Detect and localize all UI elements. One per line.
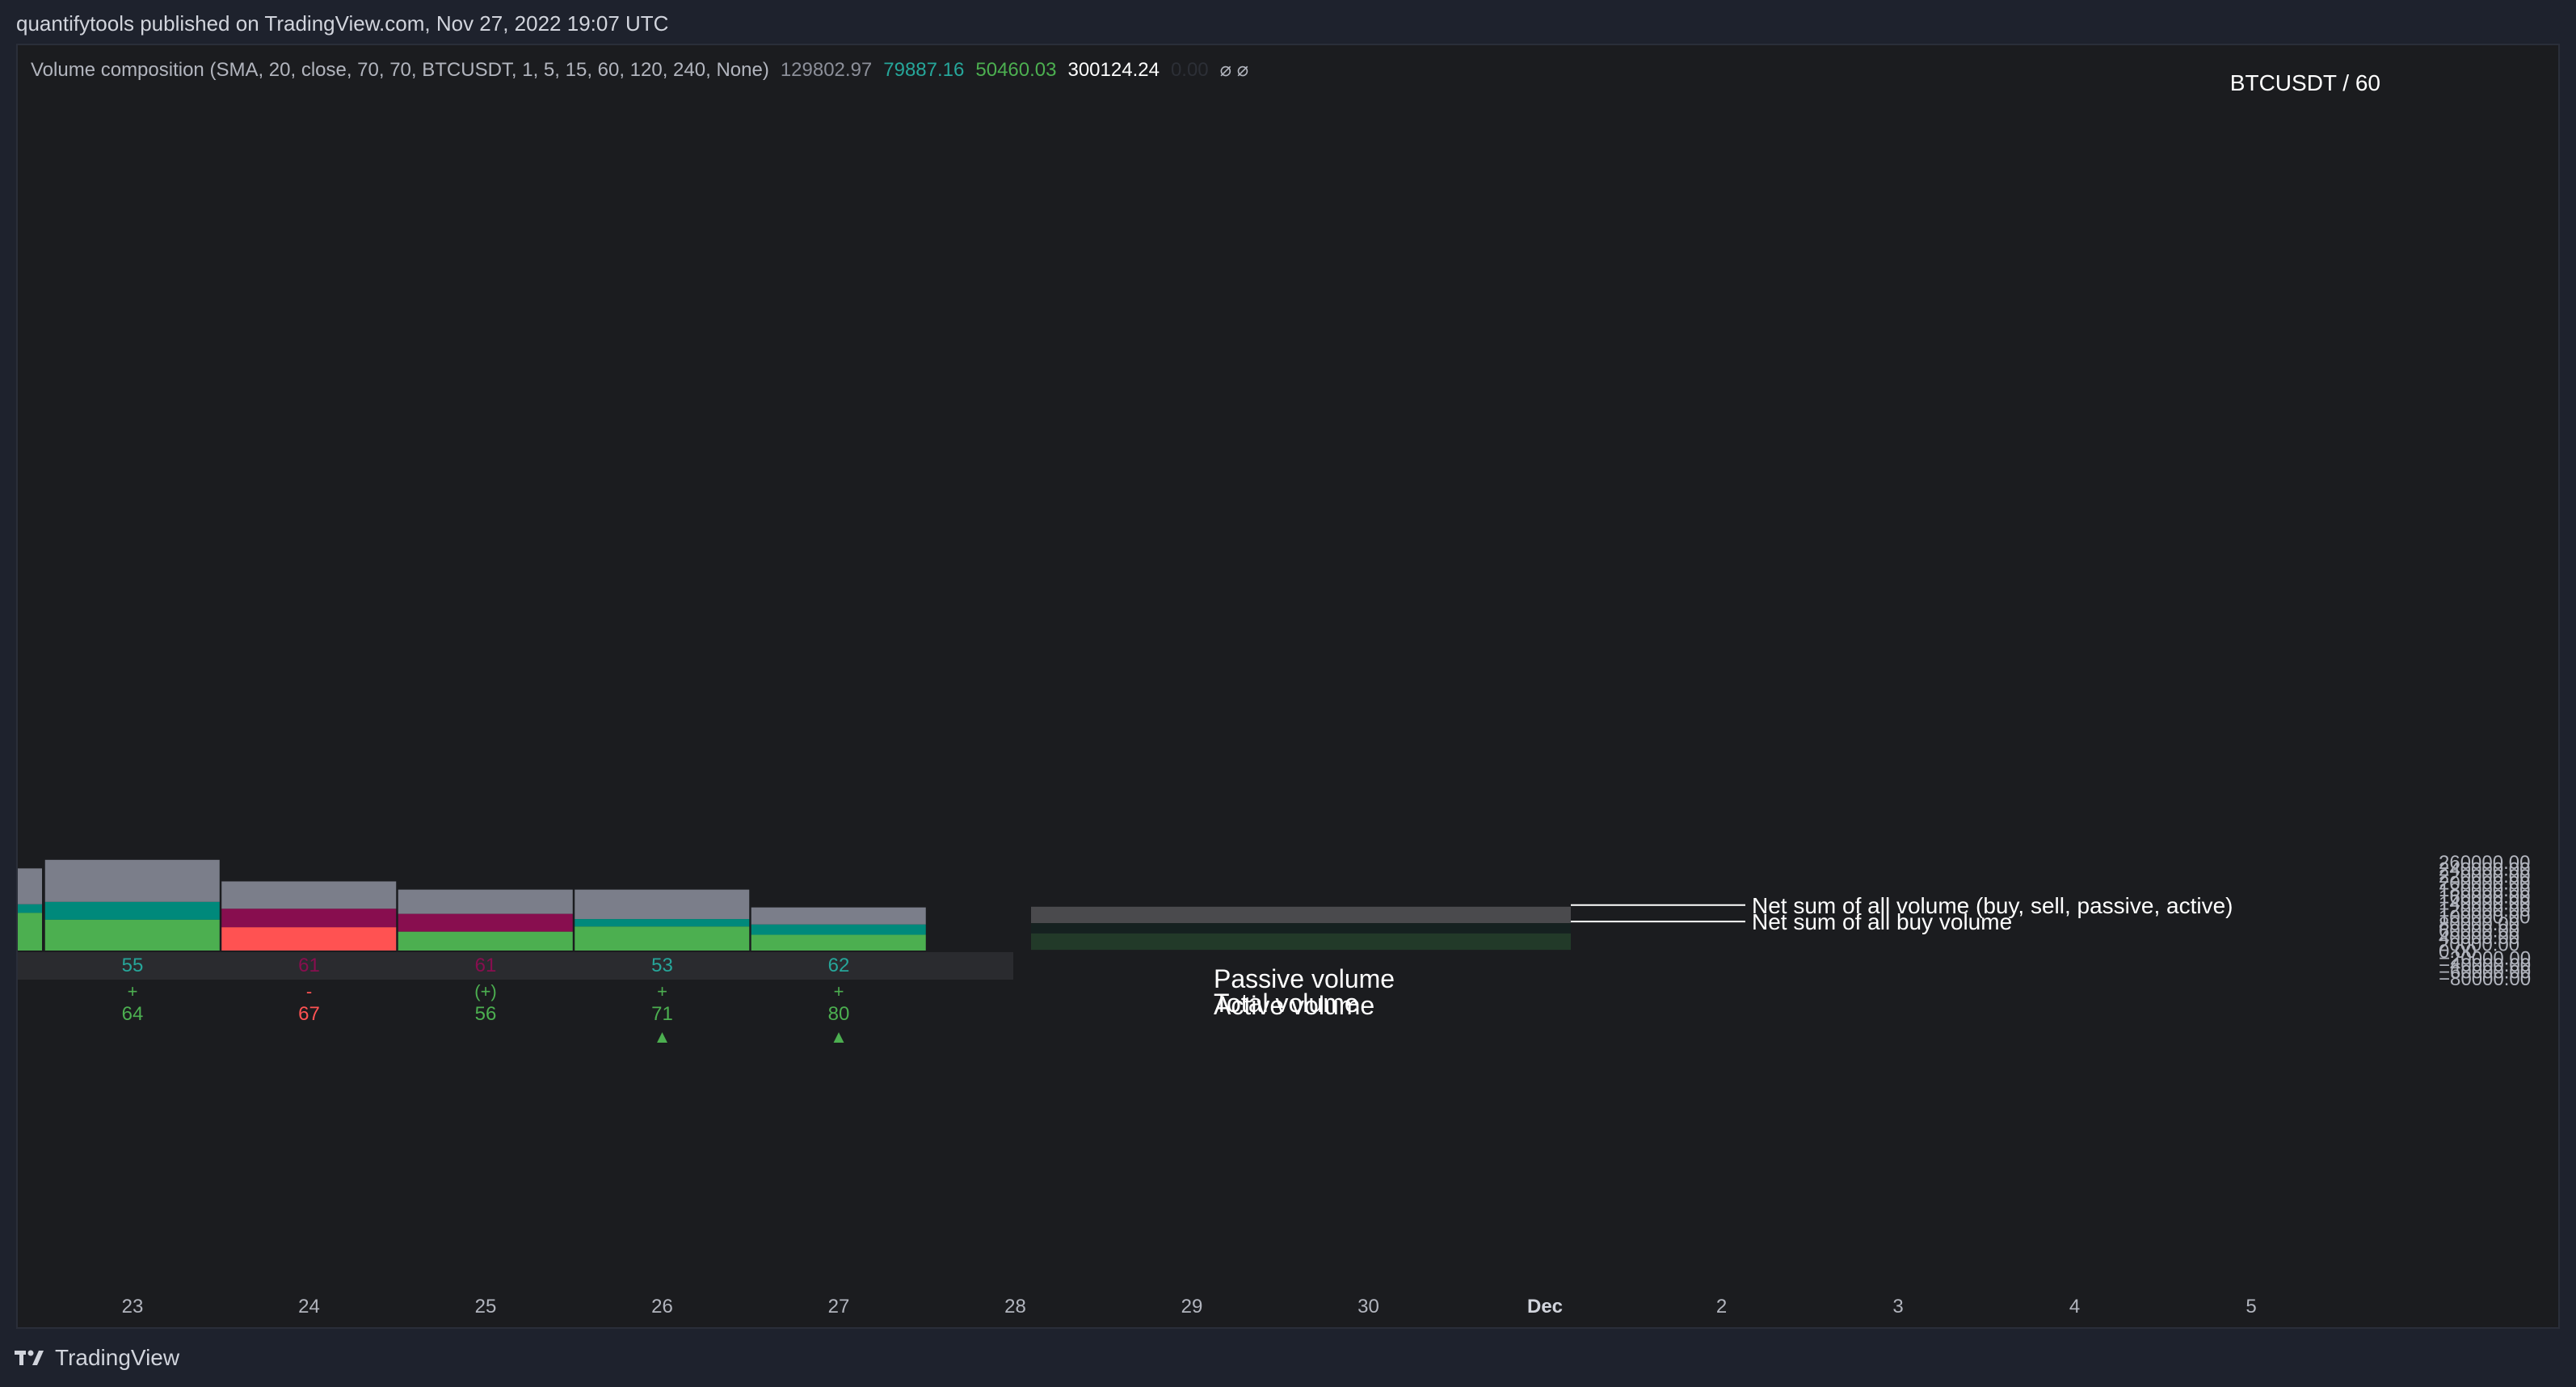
- symbol-interval-label: BTCUSDT / 60: [2230, 70, 2380, 95]
- tradingview-wordmark: TradingView: [55, 1345, 180, 1370]
- y-tick-label: 120000.00: [2439, 900, 2530, 921]
- y-tick-label: −40000.00: [2439, 955, 2531, 976]
- legend-total-block: [1031, 906, 1571, 924]
- bar-day-23-passive-segment[interactable]: [44, 901, 220, 920]
- legend-total-label: Total volume: [1214, 989, 1359, 1018]
- chart-panel[interactable]: Total volume Passive volume Active volume N…: [16, 44, 2560, 1329]
- indicator-value: 0.00: [1171, 59, 1209, 81]
- bar-day-24-total-segment[interactable]: [221, 881, 397, 909]
- row2-sign: (+): [474, 981, 497, 1001]
- null-icon[interactable]: ⌀ ⌀: [1220, 59, 1249, 81]
- note-total-text: Net sum of all volume (buy, sell, passiv…: [1752, 893, 2233, 918]
- indicator-value: 300124.24: [1067, 59, 1159, 81]
- row1-value: 55: [122, 955, 144, 976]
- publish-header: quantifytools published on TradingView.c…: [16, 11, 669, 36]
- indicator-value: 129802.97: [781, 59, 872, 81]
- y-tick-label: 200000.00: [2439, 872, 2530, 894]
- x-tick-label: 23: [122, 1296, 144, 1317]
- footer-brand[interactable]: TradingView: [15, 1345, 179, 1371]
- bar-day-24-passive-segment[interactable]: [221, 909, 397, 928]
- y-tick-label: 60000.00: [2439, 921, 2519, 942]
- bar-partial-active-segment[interactable]: [18, 913, 42, 951]
- x-tick-label: 5: [2246, 1296, 2256, 1317]
- x-tick-label: 29: [1181, 1296, 1203, 1317]
- bar-day-27-total-segment[interactable]: [751, 907, 926, 925]
- x-tick-label: 4: [2069, 1296, 2080, 1317]
- bar-partial-passive-segment[interactable]: [18, 904, 42, 913]
- row2-arrow-icon: ▲: [654, 1027, 671, 1047]
- indicator-value: 50460.03: [975, 59, 1056, 81]
- y-tick-label: 40000.00: [2439, 927, 2519, 949]
- row1-value: 53: [651, 955, 673, 976]
- row2-arrow-icon: ▲: [830, 1027, 848, 1047]
- x-tick-label: 26: [651, 1296, 673, 1317]
- bar-day-25-total-segment[interactable]: [398, 889, 573, 914]
- x-tick-label: 25: [475, 1296, 497, 1317]
- y-tick-label: 240000.00: [2439, 858, 2530, 880]
- y-tick-label: −80000.00: [2439, 968, 2531, 990]
- y-tick-label: 160000.00: [2439, 886, 2530, 908]
- legend-passive-label: Passive volume: [1214, 964, 1395, 993]
- indicator-title-text: Volume composition (SMA, 20, close, 70, …: [31, 59, 769, 81]
- row2-value: 56: [475, 1003, 497, 1025]
- y-tick-label: 220000.00: [2439, 866, 2530, 887]
- y-tick-label: 260000.00: [2439, 852, 2530, 874]
- row1-value: 62: [828, 955, 850, 976]
- bar-day-24-active-segment[interactable]: [221, 927, 397, 951]
- y-tick-label: 180000.00: [2439, 879, 2530, 901]
- row2-value: 80: [828, 1003, 850, 1025]
- x-tick-label: 2: [1716, 1296, 1727, 1317]
- y-tick-label: 140000.00: [2439, 893, 2530, 915]
- bar-day-27-active-segment[interactable]: [751, 934, 926, 951]
- x-tick-label: 28: [1004, 1296, 1026, 1317]
- row2-sign: +: [128, 981, 138, 1001]
- bar-day-25-active-segment[interactable]: [398, 931, 573, 951]
- y-tick-label: 20000.00: [2439, 934, 2519, 956]
- row2-value: 67: [298, 1003, 320, 1025]
- indicator-value: 79887.16: [883, 59, 964, 81]
- row2-sign: -: [306, 981, 312, 1001]
- x-tick-label: Dec: [1527, 1296, 1563, 1317]
- x-tick-label: 24: [298, 1296, 320, 1317]
- bar-partial-total-segment[interactable]: [18, 868, 42, 904]
- bar-day-25-passive-segment[interactable]: [398, 913, 573, 932]
- row2-sign: +: [834, 981, 844, 1001]
- legend-active-label: Active volume: [1214, 991, 1374, 1020]
- x-tick-label: 3: [1892, 1296, 1903, 1317]
- status-strip: [18, 952, 1013, 980]
- bar-day-26-active-segment[interactable]: [575, 926, 750, 951]
- y-tick-label: 80000.00: [2439, 913, 2519, 935]
- row2-value: 64: [122, 1003, 144, 1025]
- legend-passive-block: [1031, 923, 1571, 934]
- y-tick-label: −20000.00: [2439, 947, 2531, 969]
- row1-value: 61: [298, 955, 320, 976]
- y-tick-label: 100000.00: [2439, 907, 2530, 929]
- row2-sign: +: [657, 981, 667, 1001]
- bar-day-27-passive-segment[interactable]: [751, 924, 926, 935]
- row1-value: 61: [475, 955, 497, 976]
- bar-day-26-passive-segment[interactable]: [575, 919, 750, 927]
- x-tick-label: 27: [828, 1296, 850, 1317]
- row2-value: 71: [651, 1003, 673, 1025]
- bar-day-23-total-segment[interactable]: [44, 859, 220, 902]
- x-tick-label: 30: [1357, 1296, 1379, 1317]
- indicator-title: Volume composition (SMA, 20, close, 70, …: [31, 59, 1248, 81]
- legend-active-block: [1031, 933, 1571, 951]
- bar-day-26-total-segment[interactable]: [575, 889, 750, 920]
- tradingview-logo-icon: [15, 1350, 44, 1365]
- y-tick-label: −60000.00: [2439, 961, 2531, 983]
- y-tick-label: 0.00: [2439, 941, 2477, 963]
- note-buy-text: Net sum of all buy volume: [1752, 909, 2012, 934]
- bar-day-23-active-segment[interactable]: [44, 919, 220, 951]
